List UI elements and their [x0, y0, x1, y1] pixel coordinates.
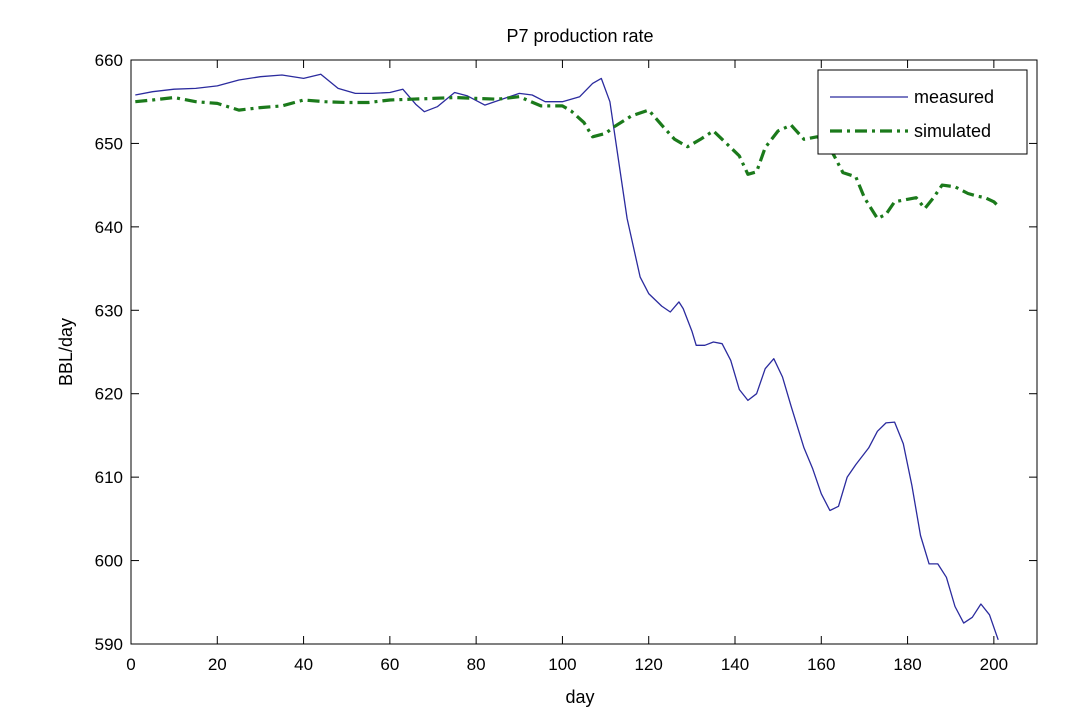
axis-ticks: 0 20 40 60 80 100 120 140 160 180 200 590 600 610 620 6… — [95, 51, 1037, 674]
y-tick-label: 660 — [95, 51, 123, 70]
x-tick-label: 160 — [807, 655, 835, 674]
x-tick-label: 80 — [467, 655, 486, 674]
x-tick-label: 20 — [208, 655, 227, 674]
x-tick-label: 200 — [980, 655, 1008, 674]
x-axis-title: day — [565, 687, 594, 707]
y-tick-label: 620 — [95, 385, 123, 404]
y-tick-label: 590 — [95, 635, 123, 654]
series-line-measured — [135, 73, 999, 641]
y-tick-label: 650 — [95, 134, 123, 153]
series-line-simulated — [135, 95, 1000, 221]
plot-area — [130, 59, 1038, 645]
x-tick-label: 100 — [548, 655, 576, 674]
y-tick-label: 640 — [95, 218, 123, 237]
x-tick-label: 120 — [635, 655, 663, 674]
legend-box — [817, 69, 1028, 155]
y-tick-label: 600 — [95, 552, 123, 571]
legend-label-simulated: simulated — [914, 121, 991, 141]
x-tick-label: 0 — [126, 655, 135, 674]
legend-label-measured: measured — [914, 87, 994, 107]
x-tick-label: 60 — [380, 655, 399, 674]
y-tick-label: 630 — [95, 301, 123, 320]
x-tick-label: 180 — [893, 655, 921, 674]
chart-title: P7 production rate — [506, 26, 653, 46]
x-tick-label: 140 — [721, 655, 749, 674]
series-layer — [135, 73, 1000, 641]
y-axis-title: BBL/day — [56, 318, 76, 386]
x-tick-label: 40 — [294, 655, 313, 674]
y-tick-label: 610 — [95, 468, 123, 487]
legend: measured simulated — [817, 69, 1028, 155]
